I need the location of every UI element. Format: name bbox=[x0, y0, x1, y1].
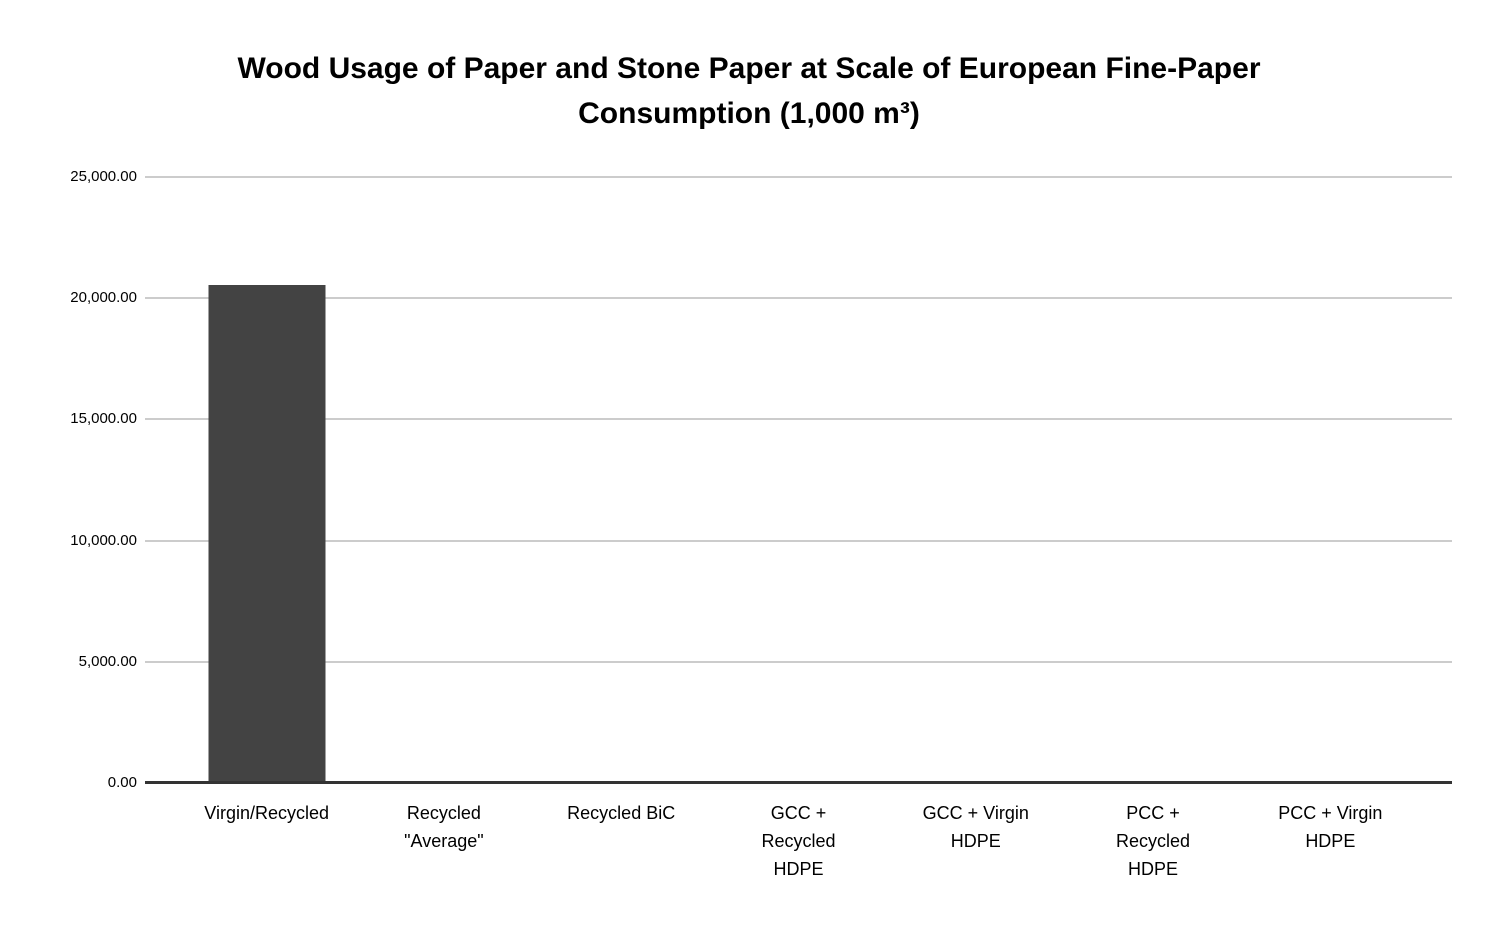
category-slot bbox=[533, 177, 710, 783]
category-slot bbox=[178, 177, 355, 783]
x-axis-category-label: GCC + Recycled HDPE bbox=[761, 803, 836, 879]
gridline bbox=[145, 539, 1452, 542]
y-axis-tick-label: 10,000.00 bbox=[70, 531, 137, 549]
gridline bbox=[145, 176, 1452, 178]
y-axis: 0.00 5,000.00 10,000.00 15,000.00 20,000.00 2… bbox=[0, 0, 137, 926]
x-axis: Virgin/Recycled Recycled "Average" Recycle… bbox=[178, 799, 1419, 883]
chart-title-line-2: Consumption (1,000 m³) bbox=[578, 97, 920, 130]
category-slot bbox=[710, 177, 887, 783]
x-axis-category-label: Recycled "Average" bbox=[404, 803, 484, 851]
y-axis-tick-label: 20,000.00 bbox=[70, 289, 137, 307]
plot-area bbox=[145, 176, 1452, 784]
category-slot bbox=[355, 177, 532, 783]
y-axis-tick-label: 15,000.00 bbox=[70, 410, 137, 428]
gridline bbox=[145, 418, 1452, 421]
chart-title-line-1: Wood Usage of Paper and Stone Paper at S… bbox=[237, 52, 1261, 85]
chart-title: Wood Usage of Paper and Stone Paper at S… bbox=[0, 46, 1498, 136]
x-axis-category-label: Recycled BiC bbox=[567, 803, 676, 823]
y-axis-tick-label: 25,000.00 bbox=[70, 168, 137, 185]
x-axis-category-label: PCC + Recycled HDPE bbox=[1116, 803, 1191, 879]
y-axis-tick-label: 0.00 bbox=[107, 774, 137, 791]
y-axis-tick-label: 5,000.00 bbox=[78, 652, 137, 670]
x-axis-category-label: Virgin/Recycled bbox=[204, 803, 329, 823]
x-axis-category-label: GCC + Virgin HDPE bbox=[922, 803, 1029, 851]
bars-container bbox=[178, 177, 1419, 783]
category-slot bbox=[1242, 177, 1419, 783]
category-slot bbox=[1064, 177, 1241, 783]
gridline bbox=[145, 660, 1452, 663]
gridline bbox=[145, 297, 1452, 300]
bar bbox=[208, 284, 326, 783]
category-slot bbox=[887, 177, 1064, 783]
x-axis-baseline bbox=[145, 781, 1452, 784]
x-axis-category-label: PCC + Virgin HDPE bbox=[1278, 803, 1383, 851]
